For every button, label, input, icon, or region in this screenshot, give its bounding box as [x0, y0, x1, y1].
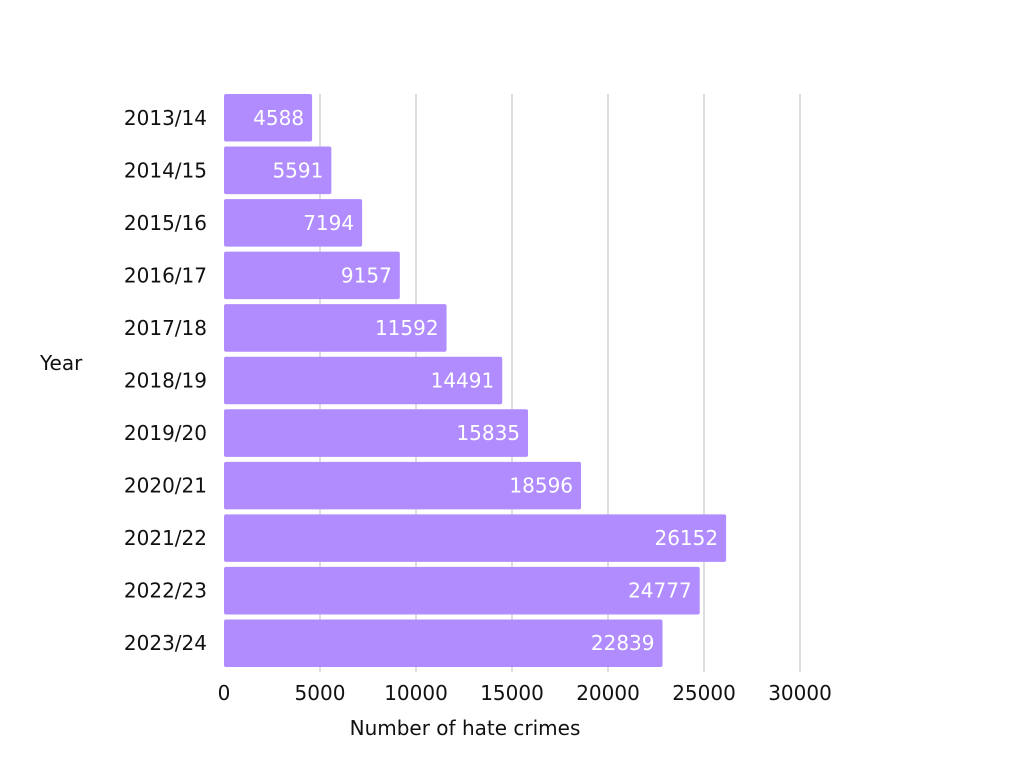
bar — [224, 94, 313, 142]
bar — [224, 566, 700, 615]
bar-value-label: 15835 — [456, 421, 520, 445]
bar — [224, 619, 663, 667]
bar-value-label: 14491 — [431, 369, 495, 393]
x-tick-labels: 0 5000 10000 15000 20000 25000 30000 — [218, 681, 832, 705]
x-tick-label: 25000 — [672, 681, 736, 705]
bar-value-label: 5591 — [272, 158, 323, 182]
bar-value-label: 11592 — [375, 316, 439, 340]
bars: 4588 5591 7194 9157 11592 14491 15835 18596 2615… — [224, 94, 727, 667]
bar-value-label: 4588 — [253, 106, 304, 130]
bar — [224, 199, 363, 247]
bar-value-label: 7194 — [303, 211, 354, 235]
bar-value-label: 9157 — [341, 263, 392, 287]
category-labels: 2013/14 2014/15 2015/16 2016/17 2017/18 2018/… — [124, 106, 207, 655]
bar-value-label: 22839 — [591, 631, 655, 655]
x-tick-label: 20000 — [576, 681, 640, 705]
bar — [224, 146, 332, 195]
category-label: 2015/16 — [124, 211, 207, 235]
bar — [224, 409, 529, 457]
x-tick-label: 5000 — [295, 681, 346, 705]
category-label: 2023/24 — [124, 631, 207, 655]
bar — [224, 514, 727, 562]
category-label: 2022/23 — [124, 579, 207, 603]
x-tick-label: 10000 — [384, 681, 448, 705]
category-label: 2017/18 — [124, 316, 207, 340]
category-label: 2021/22 — [124, 526, 207, 550]
x-tick-label: 30000 — [768, 681, 832, 705]
category-label: 2020/21 — [124, 474, 207, 498]
category-label: 2019/20 — [124, 421, 207, 445]
y-axis-title: Year — [39, 351, 83, 375]
category-label: 2014/15 — [124, 158, 207, 182]
x-tick-label: 0 — [218, 681, 231, 705]
bar — [224, 251, 400, 300]
bar-value-label: 24777 — [628, 579, 692, 603]
bar — [224, 356, 503, 405]
category-label: 2018/19 — [124, 369, 207, 393]
bar — [224, 304, 447, 352]
category-label: 2016/17 — [124, 263, 207, 287]
category-label: 2013/14 — [124, 106, 207, 130]
bar-value-label: 18596 — [509, 474, 573, 498]
bar — [224, 461, 582, 510]
x-tick-label: 15000 — [480, 681, 544, 705]
bar-value-label: 26152 — [654, 526, 718, 550]
x-axis-title: Number of hate crimes — [350, 716, 581, 740]
